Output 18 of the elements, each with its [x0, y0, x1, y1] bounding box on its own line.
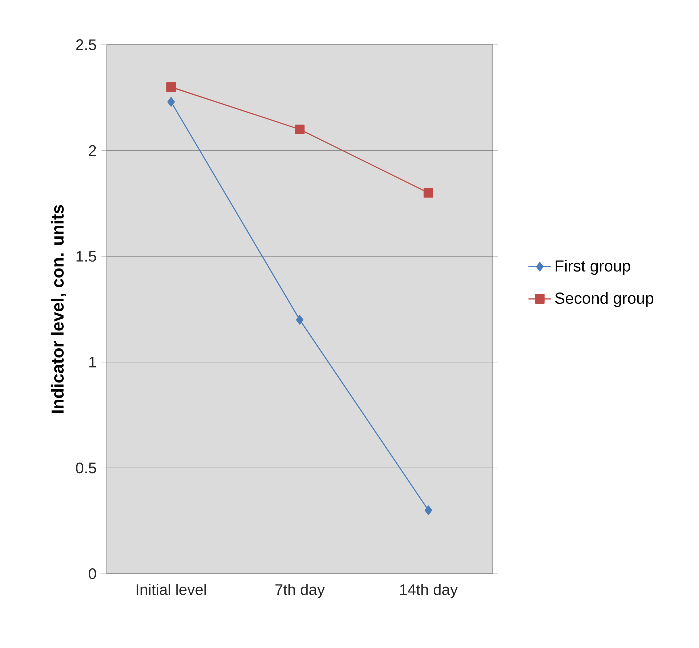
- point: [424, 506, 432, 516]
- y-axis-title: Indicator level, con. units: [51, 205, 66, 414]
- point: [168, 97, 176, 107]
- y-tick-label: 1.5: [76, 251, 96, 262]
- x-tick-label: Initial level: [136, 584, 206, 596]
- legend-label: First group: [556, 260, 630, 276]
- point: [424, 188, 434, 198]
- point: [296, 315, 304, 325]
- point: [166, 82, 176, 92]
- y-tick-label: 2.5: [76, 40, 96, 50]
- y-tick-label: 2: [89, 145, 96, 156]
- point: [295, 124, 305, 134]
- y-tick-label: 1: [90, 357, 96, 368]
- x-tick-label: 14th day: [400, 584, 458, 598]
- legend-label: Second group: [555, 292, 654, 308]
- x-tick-label: 7th day: [276, 584, 326, 598]
- y-tick-label: 0.5: [76, 462, 96, 474]
- y-tick-label: 0: [89, 568, 96, 580]
